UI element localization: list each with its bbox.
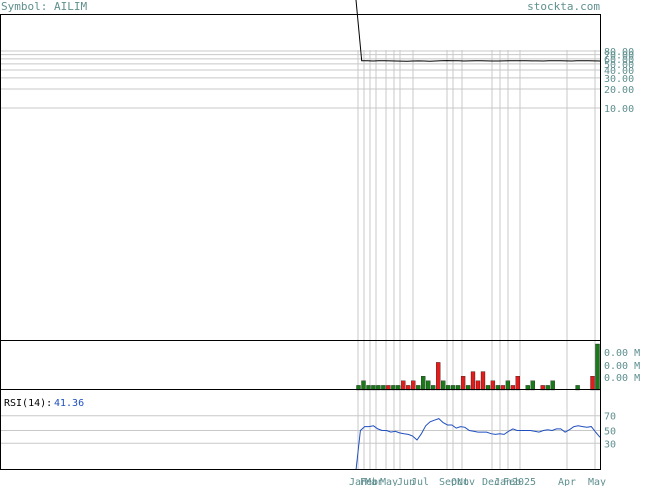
rsi-tick-label: 30 bbox=[604, 439, 616, 450]
x-tick-label: May bbox=[380, 477, 398, 486]
volume-bar bbox=[421, 376, 426, 391]
rsi-tick-label: 70 bbox=[604, 412, 616, 423]
x-tick-label: Oct bbox=[451, 477, 469, 486]
volume-bar bbox=[470, 371, 476, 391]
x-tick-label: Jul bbox=[411, 477, 429, 486]
volume-bar bbox=[441, 380, 446, 391]
x-tick-label: Jan bbox=[349, 477, 367, 486]
volume-bar bbox=[426, 380, 431, 391]
symbol-label: Symbol: AILIM bbox=[1, 0, 88, 13]
rsi-line bbox=[355, 418, 601, 471]
volume-bar bbox=[436, 362, 441, 391]
volume-bar bbox=[480, 371, 486, 391]
volume-tick-label: 0.00 M bbox=[604, 348, 640, 359]
volume-bar bbox=[411, 380, 416, 391]
price-tick-label: 80.00 bbox=[604, 47, 634, 58]
x-tick-label: Jan bbox=[494, 477, 512, 486]
volume-bar bbox=[515, 376, 520, 391]
volume-bar bbox=[475, 380, 481, 391]
volume-tick-label: 0.00 M bbox=[604, 373, 640, 384]
site-name: stockta.com bbox=[527, 0, 600, 13]
price-tick-label: 10.00 bbox=[604, 104, 634, 115]
x-tick-label: Feb bbox=[503, 477, 521, 486]
rsi-current-value: 41.36 bbox=[54, 398, 84, 409]
price-tick-label: 60.00 bbox=[604, 55, 634, 66]
volume-bar bbox=[361, 380, 366, 391]
price-panel bbox=[355, 0, 601, 62]
volume-bar bbox=[550, 380, 555, 391]
price-tick-label: 20.00 bbox=[604, 85, 634, 96]
price-tick-label: 30.00 bbox=[604, 74, 634, 85]
x-tick-label: May bbox=[588, 477, 606, 486]
price-line bbox=[355, 0, 601, 62]
volume-bar bbox=[401, 380, 406, 391]
x-tick-label: Dec bbox=[482, 477, 500, 486]
rsi-label: RSI(14): bbox=[4, 398, 52, 409]
grid-layer bbox=[1, 50, 600, 470]
volume-bar bbox=[505, 380, 511, 391]
rsi-tick-label: 50 bbox=[604, 427, 616, 438]
volume-bar bbox=[595, 343, 600, 391]
rsi-panel bbox=[355, 418, 601, 471]
x-tick-label: Mar bbox=[365, 477, 383, 486]
volume-bar bbox=[590, 376, 595, 391]
volume-bar bbox=[490, 380, 496, 391]
x-tick-label: 2025 bbox=[512, 477, 536, 486]
price-tick-label: 50.00 bbox=[604, 60, 634, 71]
price-tick-label: 40.00 bbox=[604, 66, 634, 77]
x-tick-label: Jun bbox=[397, 477, 415, 486]
volume-frame bbox=[0, 340, 601, 390]
price-tick-label: 70.00 bbox=[604, 51, 634, 62]
x-tick-label: Apr bbox=[558, 477, 576, 486]
x-tick-label: Sep bbox=[439, 477, 457, 486]
panel-frames bbox=[0, 14, 601, 470]
x-tick-label: Feb bbox=[360, 477, 378, 486]
x-tick-label: Nov bbox=[457, 477, 475, 486]
volume-bar bbox=[460, 376, 466, 391]
rsi-frame bbox=[0, 389, 601, 470]
volume-bar bbox=[530, 380, 535, 391]
volume-panel bbox=[356, 343, 600, 391]
volume-tick-label: 0.00 M bbox=[604, 361, 640, 372]
